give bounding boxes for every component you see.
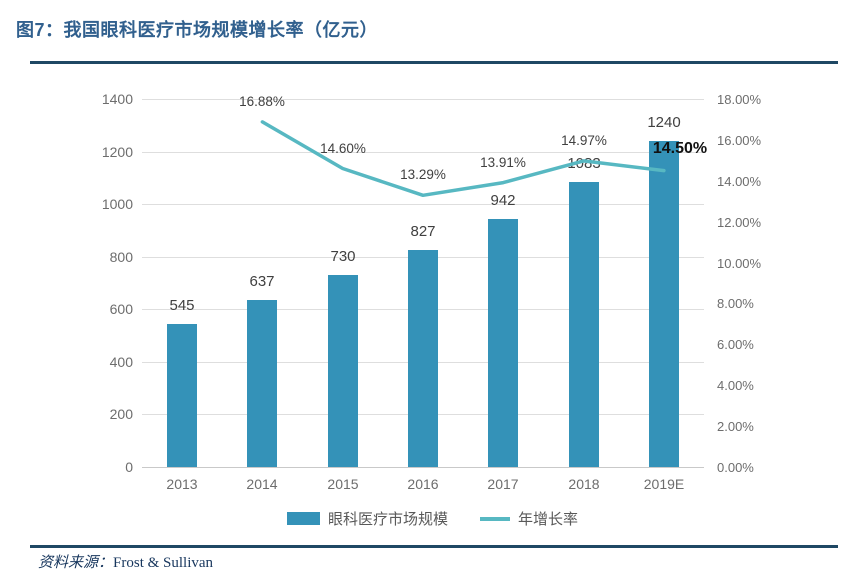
left-axis-tick-label: 600 xyxy=(109,301,133,317)
right-axis-tick-label: 16.00% xyxy=(717,133,762,148)
growth-point-label: 13.91% xyxy=(480,155,526,170)
left-axis-tick-label: 800 xyxy=(109,249,133,265)
right-axis-tick-label: 18.00% xyxy=(717,92,762,107)
right-axis-tick-label: 0.00% xyxy=(717,460,754,475)
top-divider xyxy=(30,61,838,64)
growth-point-label: 16.88% xyxy=(239,94,285,109)
x-axis-label: 2018 xyxy=(568,476,600,492)
left-axis-tick-label: 200 xyxy=(109,406,133,422)
bar-value-label: 1083 xyxy=(567,155,601,172)
x-axis-label: 2019E xyxy=(643,476,685,492)
bar-value-label: 637 xyxy=(249,273,275,290)
left-axis-tick-label: 1400 xyxy=(101,91,133,107)
figure-title: 图7：我国眼科医疗市场规模增长率（亿元） xyxy=(16,20,379,40)
bar-value-label: 730 xyxy=(330,248,356,265)
source-note: 资料来源：Frost & Sullivan xyxy=(38,551,213,572)
bottom-divider xyxy=(30,545,838,548)
right-axis-tick-label: 12.00% xyxy=(717,215,762,230)
x-axis-label: 2014 xyxy=(246,476,278,492)
growth-point-label: 14.50% xyxy=(652,140,708,157)
left-axis-tick-label: 1200 xyxy=(101,144,133,160)
left-axis-tick-label: 0 xyxy=(125,459,133,475)
x-axis-line xyxy=(142,467,704,468)
gridline xyxy=(142,152,704,153)
bar xyxy=(488,219,518,467)
bar-value-label: 545 xyxy=(169,297,195,314)
legend-line-label: 年增长率 xyxy=(518,511,579,528)
chart-legend: 眼科医疗市场规模 年增长率 xyxy=(0,508,865,529)
bar xyxy=(569,182,599,467)
legend-line-swatch xyxy=(480,516,510,521)
left-axis-tick-label: 1000 xyxy=(101,196,133,212)
right-axis-tick-label: 14.00% xyxy=(717,174,762,189)
bar xyxy=(167,324,197,467)
gridline xyxy=(142,99,704,100)
bar xyxy=(408,250,438,467)
x-axis-label: 2017 xyxy=(487,476,519,492)
bar-value-label: 942 xyxy=(490,192,516,209)
growth-point-label: 14.97% xyxy=(561,133,607,148)
x-axis-label: 2013 xyxy=(166,476,198,492)
right-axis-tick-label: 2.00% xyxy=(717,419,754,434)
right-axis-tick-label: 10.00% xyxy=(717,256,762,271)
x-axis-label: 2015 xyxy=(327,476,359,492)
bar xyxy=(328,275,358,467)
growth-point-label: 14.60% xyxy=(320,141,366,156)
right-axis-tick-label: 8.00% xyxy=(717,296,754,311)
legend-bar-swatch xyxy=(286,512,320,525)
legend-bar-label: 眼科医疗市场规模 xyxy=(327,511,448,528)
source-value: Frost & Sullivan xyxy=(113,555,214,571)
gridline xyxy=(142,204,704,205)
growth-point-label: 13.29% xyxy=(400,167,446,182)
bar xyxy=(247,300,277,467)
bar-value-label: 1240 xyxy=(647,114,681,131)
bar xyxy=(649,141,679,467)
bar-value-label: 827 xyxy=(410,223,436,240)
right-axis-tick-label: 6.00% xyxy=(717,337,754,352)
source-label: 资料来源： xyxy=(38,555,114,571)
x-axis-label: 2016 xyxy=(407,476,439,492)
left-axis-tick-label: 400 xyxy=(109,354,133,370)
right-axis-tick-label: 4.00% xyxy=(717,378,754,393)
